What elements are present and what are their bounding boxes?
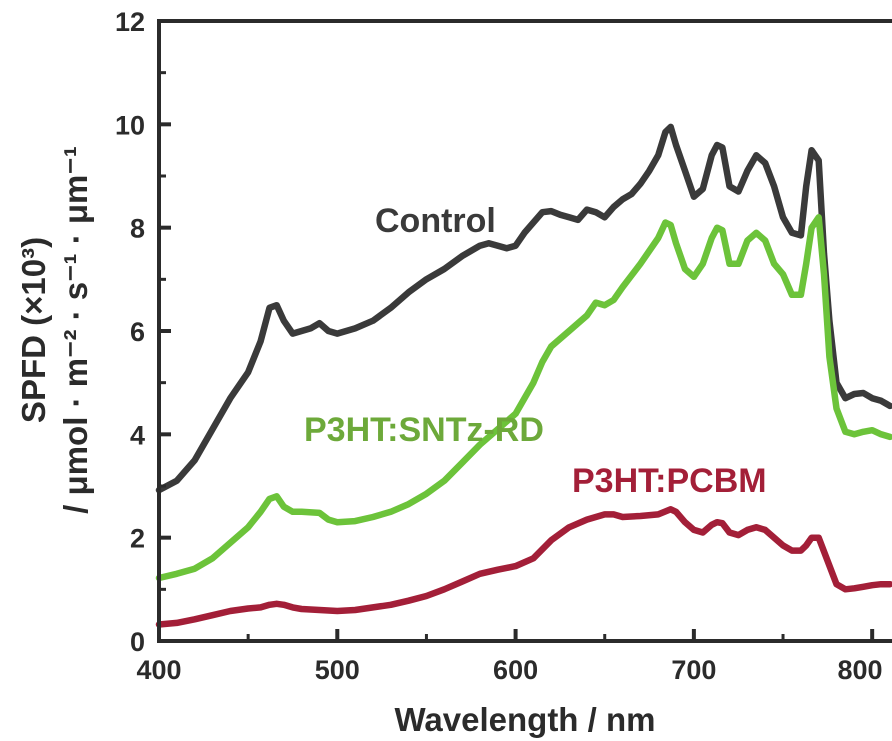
series-line-p3ht-pcbm: [155, 506, 892, 628]
x-axis-title: Wavelength / nm: [395, 701, 656, 738]
x-tick-label: 700: [671, 655, 716, 685]
y-tick-label: 6: [130, 317, 145, 347]
y-tick-label: 8: [130, 214, 145, 244]
y-tick-label: 0: [130, 627, 145, 657]
x-tick-label: 500: [315, 655, 360, 685]
y-axis-title-line2: / μmol · m⁻² · s⁻¹ · μm⁻¹: [57, 146, 94, 514]
y-tick-label: 4: [130, 420, 145, 450]
series-line-p3ht-sntz-rd: [155, 214, 892, 582]
series-label-p3ht-sntz-rd: P3HT:SNTz-RD: [304, 411, 544, 449]
series-layer: [155, 123, 892, 628]
y-tick-label: 12: [115, 7, 145, 37]
series-line-control: [155, 123, 892, 494]
x-tick-label: 400: [136, 655, 181, 685]
x-tick-label: 800: [837, 655, 882, 685]
x-tick-label: 600: [493, 655, 538, 685]
ticks-layer: 400 500 600 700 800 0 2 4 6 8 10 12: [115, 7, 883, 685]
y-tick-label: 10: [115, 110, 145, 140]
y-axis-title-line1: SPFD (×10³): [15, 237, 52, 423]
y-tick-label: 2: [130, 524, 145, 554]
series-label-p3ht-pcbm: P3HT:PCBM: [572, 462, 767, 500]
series-label-control: Control: [375, 202, 496, 240]
